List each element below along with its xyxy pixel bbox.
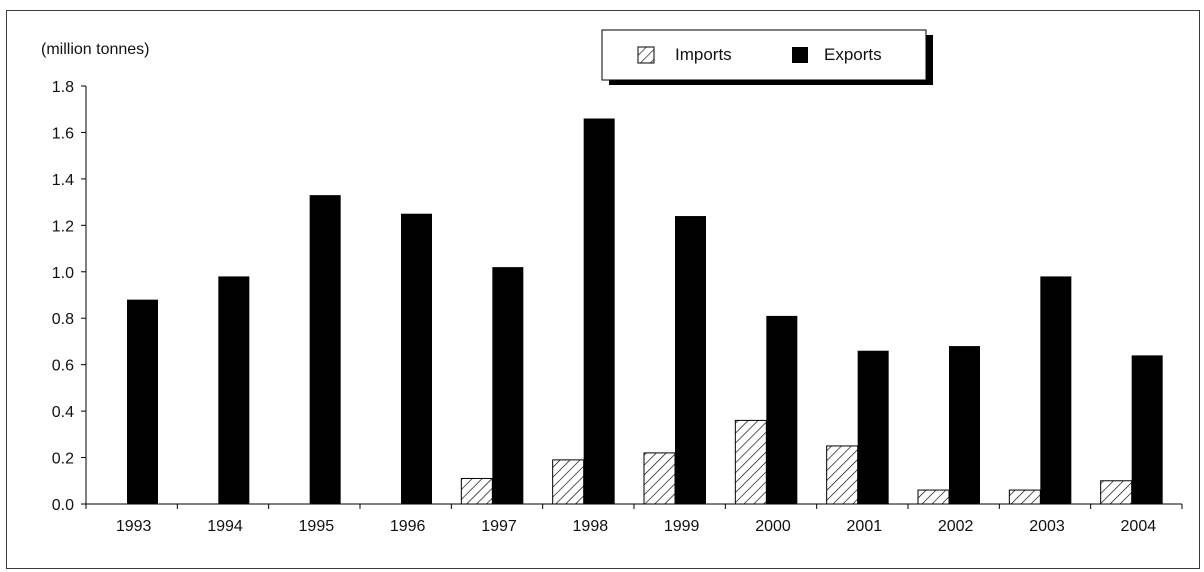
bar-exports-1997	[492, 267, 523, 504]
bar-imports-2000	[735, 420, 766, 504]
x-tick-label: 2000	[755, 518, 791, 535]
legend-swatch-exports	[792, 47, 808, 63]
bar-imports-1998	[553, 460, 584, 504]
x-tick-label: 1995	[299, 518, 335, 535]
legend-label-imports: Imports	[675, 45, 732, 64]
bar-exports-1994	[218, 276, 249, 504]
bars	[127, 119, 1163, 504]
x-tick-label: 2002	[938, 518, 974, 535]
bar-exports-2004	[1132, 355, 1163, 504]
bar-exports-2002	[949, 346, 980, 504]
x-tick-label: 1997	[481, 518, 517, 535]
y-tick-label: 1.0	[52, 265, 74, 282]
bar-exports-1996	[401, 214, 432, 504]
y-tick-label: 0.0	[52, 497, 74, 514]
legend-label-exports: Exports	[824, 45, 882, 64]
y-tick-label: 1.6	[52, 125, 74, 142]
bar-imports-2002	[918, 490, 949, 504]
bar-imports-2001	[827, 446, 858, 504]
y-tick-label: 1.8	[52, 79, 74, 96]
bar-exports-1993	[127, 300, 158, 504]
bar-imports-1999	[644, 453, 675, 504]
y-tick-label: 1.4	[52, 172, 74, 189]
bar-imports-2004	[1101, 481, 1132, 504]
x-tick-label: 2003	[1029, 518, 1065, 535]
bar-exports-2003	[1040, 276, 1071, 504]
y-unit-label: (million tonnes)	[41, 41, 149, 58]
x-tick-label: 2004	[1121, 518, 1157, 535]
bar-imports-2003	[1009, 490, 1040, 504]
y-tick-label: 0.6	[52, 358, 74, 375]
x-tick-label: 2001	[847, 518, 883, 535]
y-tick-label: 0.4	[52, 404, 74, 421]
bar-exports-2000	[766, 316, 797, 504]
bar-imports-1997	[461, 478, 492, 504]
x-tick-label: 1994	[207, 518, 243, 535]
y-tick-label: 1.2	[52, 218, 74, 235]
legend-swatch-imports	[638, 47, 654, 63]
bar-exports-2001	[858, 351, 889, 504]
x-tick-label: 1999	[664, 518, 700, 535]
y-tick-label: 0.8	[52, 311, 74, 328]
legend: Imports Exports	[602, 30, 933, 85]
x-tick-label: 1993	[116, 518, 152, 535]
x-tick-label: 1996	[390, 518, 426, 535]
y-tick-label: 0.2	[52, 451, 74, 468]
x-tick-label: 1998	[573, 518, 609, 535]
bar-exports-1999	[675, 216, 706, 504]
bar-exports-1995	[310, 195, 341, 504]
bar-exports-1998	[584, 119, 615, 504]
